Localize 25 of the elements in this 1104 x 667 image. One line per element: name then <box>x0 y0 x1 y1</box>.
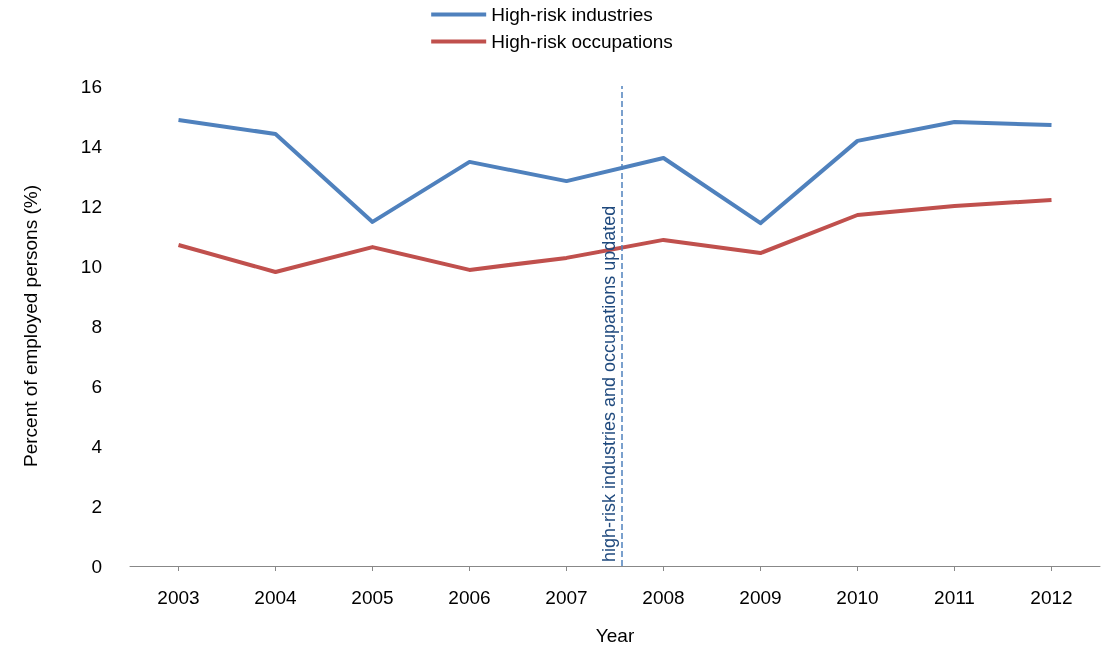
y-axis-title: Percent of employed persons (%) <box>20 185 41 467</box>
y-tick-label: 10 <box>80 255 102 277</box>
x-tick-label: 2010 <box>836 587 879 608</box>
x-tick-label: 2003 <box>157 587 200 608</box>
x-tick-label: 2006 <box>448 587 491 608</box>
x-tick-label: 2005 <box>351 587 394 608</box>
y-tick-label: 0 <box>91 555 102 577</box>
x-tick-label: 2008 <box>642 587 685 608</box>
y-tick-label: 6 <box>91 375 102 397</box>
legend-label: High-risk industries <box>491 4 653 25</box>
y-tick-label: 2 <box>91 495 102 517</box>
y-tick-label: 16 <box>80 75 102 97</box>
x-tick-label: 2011 <box>934 587 975 608</box>
x-tick-label: 2012 <box>1030 587 1073 608</box>
x-tick-label: 2007 <box>545 587 588 608</box>
x-axis-title: Year <box>595 625 635 646</box>
ref-line-label: high-risk industries and occupations updated <box>598 205 619 562</box>
x-tick-label: 2004 <box>254 587 298 608</box>
y-tick-label: 4 <box>91 435 103 457</box>
y-tick-label: 8 <box>91 315 102 337</box>
y-tick-label: 14 <box>80 135 103 157</box>
line-series <box>176 198 1054 274</box>
legend-label: High-risk occupations <box>491 31 673 52</box>
y-tick-label: 12 <box>80 195 102 217</box>
x-tick-label: 2009 <box>739 587 782 608</box>
